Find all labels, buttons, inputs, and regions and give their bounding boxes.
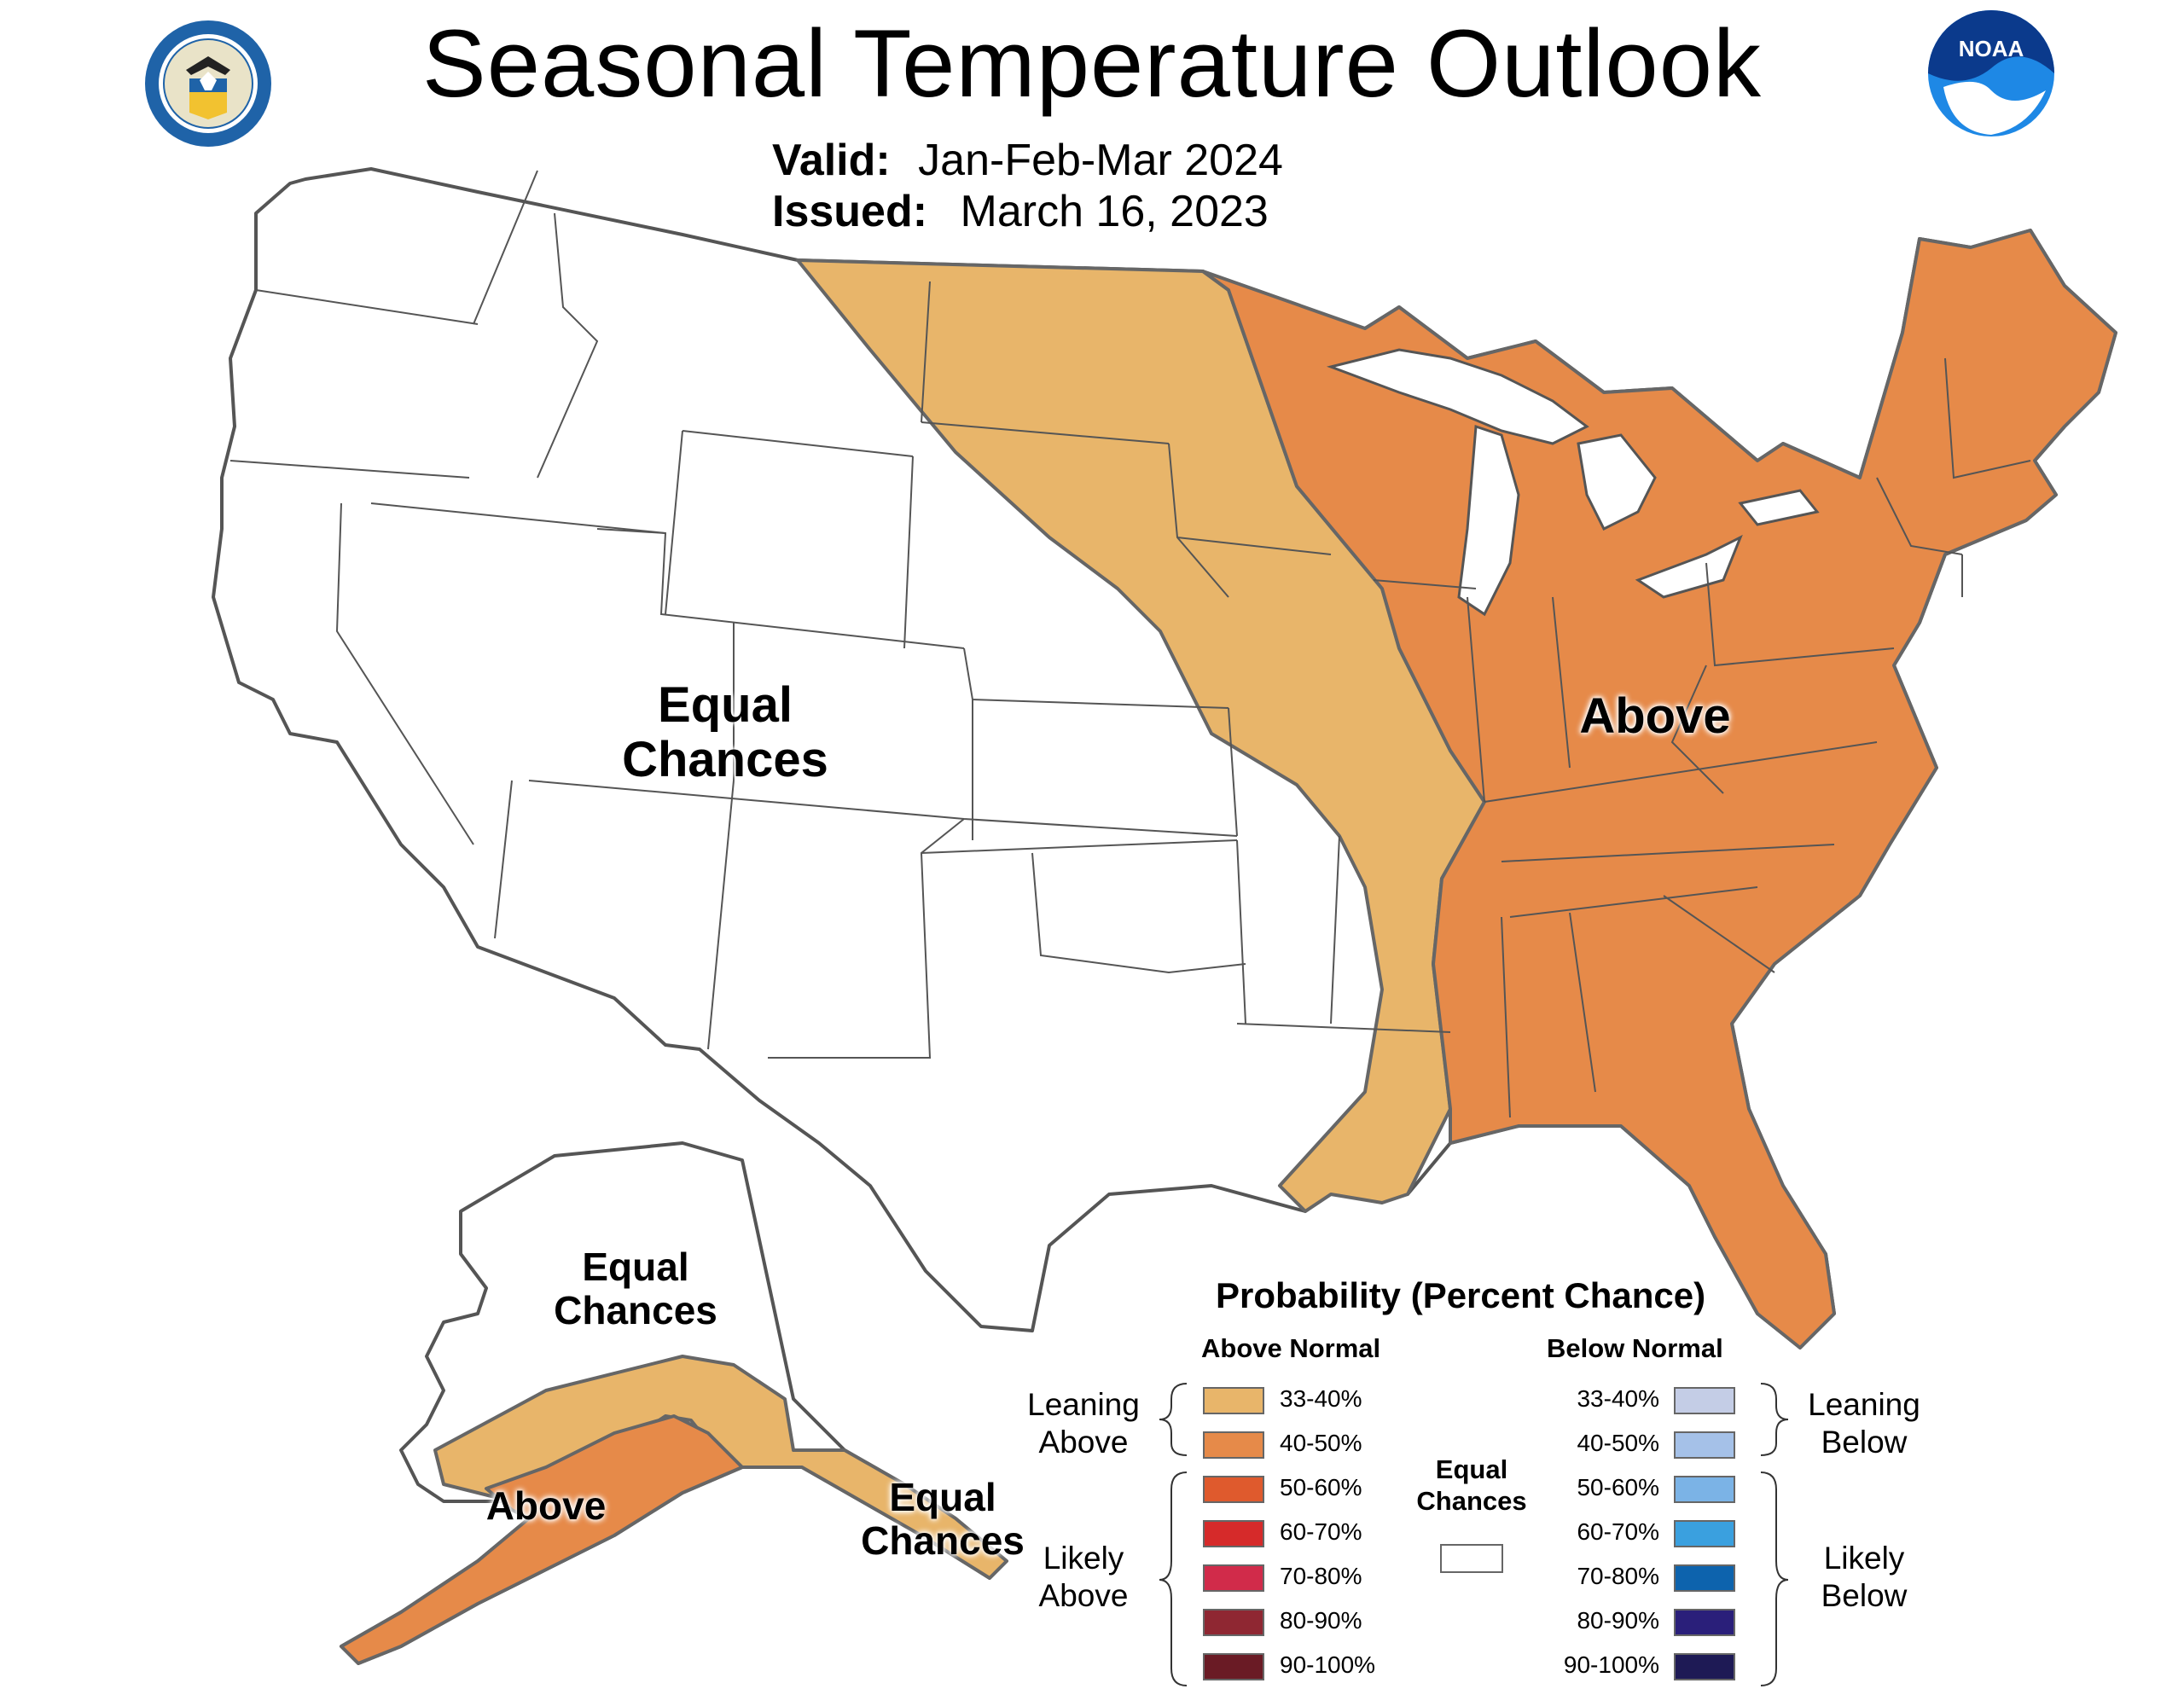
page-title: Seasonal Temperature Outlook xyxy=(422,10,1762,117)
legend-above-range: 33-40% xyxy=(1280,1385,1362,1412)
legend-above-range: 80-90% xyxy=(1280,1607,1362,1634)
valid-value: Jan-Feb-Mar 2024 xyxy=(918,136,1283,185)
legend-above-range: 50-60% xyxy=(1280,1474,1362,1500)
legend-below-range: 90-100% xyxy=(1563,1651,1659,1678)
legend-group-leaning-above: Leaning Above xyxy=(1027,1387,1140,1460)
noaa-logo-text: NOAA xyxy=(1959,36,2024,61)
map-label-alaska-south: Above xyxy=(485,1483,607,1528)
legend-below-swatch xyxy=(1674,1564,1735,1592)
legend-below-swatch xyxy=(1674,1476,1735,1503)
legend-below-range: 70-80% xyxy=(1577,1563,1659,1589)
legend-below-swatch xyxy=(1674,1653,1735,1680)
legend-above-swatch xyxy=(1203,1520,1264,1547)
legend-group-likely-above: Likely Above xyxy=(1038,1541,1129,1613)
state-lines xyxy=(229,170,2031,1118)
legend-below-range: 40-50% xyxy=(1577,1430,1659,1456)
map-label-alaska-north: Equal Chances xyxy=(554,1245,717,1332)
map-label-alaska-southeast: Equal Chances xyxy=(861,1475,1025,1563)
legend-braces-left xyxy=(1159,1383,1188,1686)
legend-above-swatch xyxy=(1203,1653,1264,1680)
legend-equal-label: Equal Chances xyxy=(1416,1454,1527,1516)
issued-label: Issued: xyxy=(772,187,928,236)
legend-below-range: 33-40% xyxy=(1577,1385,1659,1412)
valid-label: Valid: xyxy=(772,136,891,185)
map-label-conus-east: Above xyxy=(1579,688,1731,744)
legend-below-range: 80-90% xyxy=(1577,1607,1659,1634)
legend-below-swatch xyxy=(1674,1387,1735,1414)
noaa-logo-icon: NOAA xyxy=(1928,10,2054,136)
legend-above-swatch xyxy=(1203,1564,1264,1592)
valid-line: Valid: Jan-Feb-Mar 2024 xyxy=(772,135,1283,186)
legend-above-range: 90-100% xyxy=(1280,1651,1376,1678)
legend-above-swatch xyxy=(1203,1609,1264,1636)
legend-below-swatch xyxy=(1674,1609,1735,1636)
legend-group-leaning-below: Leaning Below xyxy=(1808,1387,1920,1460)
legend-above-header: Above Normal xyxy=(1201,1333,1381,1363)
legend-title: Probability (Percent Chance) xyxy=(1216,1275,1706,1315)
region-above-alaska xyxy=(340,1414,744,1665)
issued-value: March 16, 2023 xyxy=(960,187,1269,236)
department-of-commerce-seal-icon xyxy=(145,20,271,147)
legend-above-swatch xyxy=(1203,1387,1264,1414)
legend-above-range: 40-50% xyxy=(1280,1430,1362,1456)
legend-below-swatch xyxy=(1674,1520,1735,1547)
legend-below-range: 50-60% xyxy=(1577,1474,1659,1500)
legend-group-likely-below: Likely Below xyxy=(1821,1541,1908,1613)
legend-above-swatch xyxy=(1203,1431,1264,1459)
legend-braces-right xyxy=(1760,1383,1789,1686)
issued-line: Issued: March 16, 2023 xyxy=(772,186,1269,237)
legend-below-header: Below Normal xyxy=(1547,1333,1723,1363)
legend-above-range: 70-80% xyxy=(1280,1563,1362,1589)
legend-above-range: 60-70% xyxy=(1280,1518,1362,1545)
legend-above-swatch xyxy=(1203,1476,1264,1503)
legend-below-range: 60-70% xyxy=(1577,1518,1659,1545)
region-above-conus xyxy=(1201,229,2117,1349)
legend-equal-swatch xyxy=(1440,1544,1503,1573)
map-label-conus-west: Equal Chances xyxy=(622,677,828,787)
legend-below-swatch xyxy=(1674,1431,1735,1459)
great-lakes xyxy=(1326,348,1589,445)
